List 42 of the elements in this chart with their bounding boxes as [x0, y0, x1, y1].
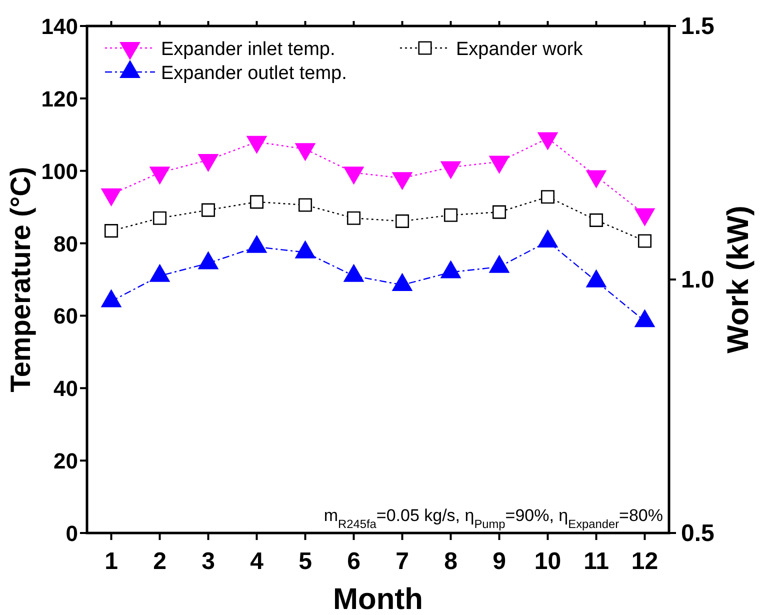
legend-label: Expander inlet temp. — [161, 39, 336, 60]
point — [395, 214, 410, 228]
y2-tick-label: 0.5 — [681, 520, 714, 547]
point — [492, 205, 506, 219]
y2-tick-label: 1.5 — [681, 13, 714, 40]
x-tick-label: 3 — [202, 548, 215, 575]
x-tick-label: 7 — [396, 548, 409, 575]
legend-label: Expander outlet temp. — [161, 63, 347, 84]
y-tick-label: 0 — [66, 521, 78, 546]
y-tick-label: 40 — [54, 376, 78, 402]
x-axis-title: Month — [333, 583, 423, 615]
y-axis-title: Temperature (°C) — [5, 166, 36, 392]
x-tick-label: 12 — [631, 548, 658, 575]
y2-tick-label: 1.0 — [681, 266, 714, 294]
point — [540, 190, 555, 204]
x-tick-label: 1 — [104, 548, 118, 575]
point — [638, 234, 652, 248]
point — [201, 203, 216, 217]
y-tick-label: 80 — [54, 231, 78, 256]
y-tick-label: 20 — [54, 448, 78, 474]
point — [152, 211, 167, 225]
y-tick-label: 100 — [41, 158, 78, 184]
y2-axis-title: Work (kW) — [722, 206, 755, 354]
x-tick-label: 5 — [298, 548, 312, 575]
x-tick-label: 8 — [444, 548, 458, 575]
y-tick-label: 140 — [41, 14, 78, 39]
point — [589, 213, 604, 227]
x-tick-label: 10 — [534, 548, 562, 575]
point — [444, 208, 458, 222]
point — [104, 224, 118, 238]
x-tick-label: 9 — [492, 548, 506, 575]
y-tick-label: 60 — [54, 304, 78, 329]
point — [346, 211, 361, 225]
x-tick-label: 11 — [584, 548, 609, 575]
y-tick-label: 120 — [41, 86, 78, 112]
x-tick-label: 2 — [153, 548, 166, 575]
x-tick-label: 6 — [347, 548, 360, 575]
point — [298, 198, 312, 212]
annotation: m$_{R245fa}$=0.05 kg/s, η$_{Pump}$=90%, η$_{Expander}$=80% — [324, 506, 663, 531]
x-tick-label: 4 — [250, 548, 264, 575]
point — [250, 195, 264, 209]
legend-label: Expander work — [456, 39, 584, 60]
